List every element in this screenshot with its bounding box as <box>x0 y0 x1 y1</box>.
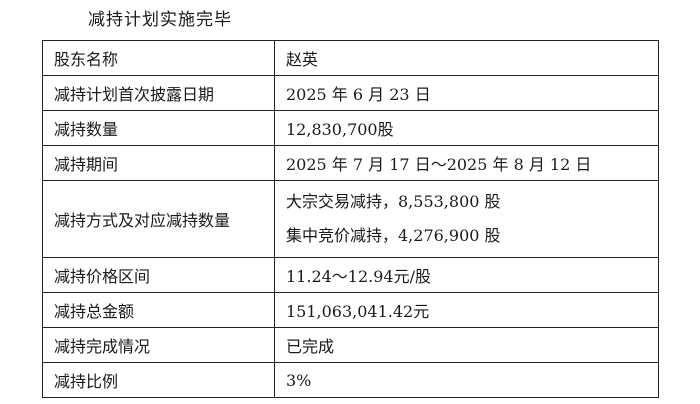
row-label: 减持数量 <box>42 110 275 146</box>
table-row-reduction-quantity: 减持数量 12,830,700股 <box>42 110 659 146</box>
row-label: 减持比例 <box>42 362 275 398</box>
row-label: 减持计划首次披露日期 <box>42 75 275 111</box>
row-value: 11.24～12.94元/股 <box>274 257 659 293</box>
row-value: 赵英 <box>274 40 659 76</box>
reduction-info-table: 股东名称 赵英 减持计划首次披露日期 2025 年 6 月 23 日 减持数量 … <box>42 40 659 398</box>
row-value: 2025 年 6 月 23 日 <box>274 75 659 111</box>
row-value: 151,063,041.42元 <box>274 292 659 328</box>
row-value: 3% <box>274 362 659 398</box>
table-row-first-disclosure-date: 减持计划首次披露日期 2025 年 6 月 23 日 <box>42 75 659 111</box>
row-label: 减持方式及对应减持数量 <box>42 180 275 258</box>
row-label: 减持价格区间 <box>42 257 275 293</box>
table-row-price-range: 减持价格区间 11.24～12.94元/股 <box>42 257 659 293</box>
document-heading: 减持计划实施完毕 <box>88 10 232 30</box>
row-label: 减持总金额 <box>42 292 275 328</box>
row-value-multi: 大宗交易减持，8,553,800 股 集中竞价减持，4,276,900 股 <box>274 180 659 258</box>
table-row-reduction-methods: 减持方式及对应减持数量 大宗交易减持，8,553,800 股 集中竞价减持，4,… <box>42 180 659 258</box>
table-row-reduction-period: 减持期间 2025 年 7 月 17 日～2025 年 8 月 12 日 <box>42 145 659 181</box>
table-row-reduction-ratio: 减持比例 3% <box>42 362 659 398</box>
row-value: 已完成 <box>274 327 659 363</box>
block-trade-line: 大宗交易减持，8,553,800 股 <box>286 192 501 211</box>
table-row-shareholder-name: 股东名称 赵英 <box>42 40 659 76</box>
row-value: 12,830,700股 <box>274 110 659 146</box>
row-label: 减持期间 <box>42 145 275 181</box>
row-label: 股东名称 <box>42 40 275 76</box>
row-label: 减持完成情况 <box>42 327 275 363</box>
centralized-bidding-line: 集中竞价减持，4,276,900 股 <box>286 226 501 245</box>
table-row-completion-status: 减持完成情况 已完成 <box>42 327 659 363</box>
table-row-total-amount: 减持总金额 151,063,041.42元 <box>42 292 659 328</box>
row-value: 2025 年 7 月 17 日～2025 年 8 月 12 日 <box>274 145 659 181</box>
